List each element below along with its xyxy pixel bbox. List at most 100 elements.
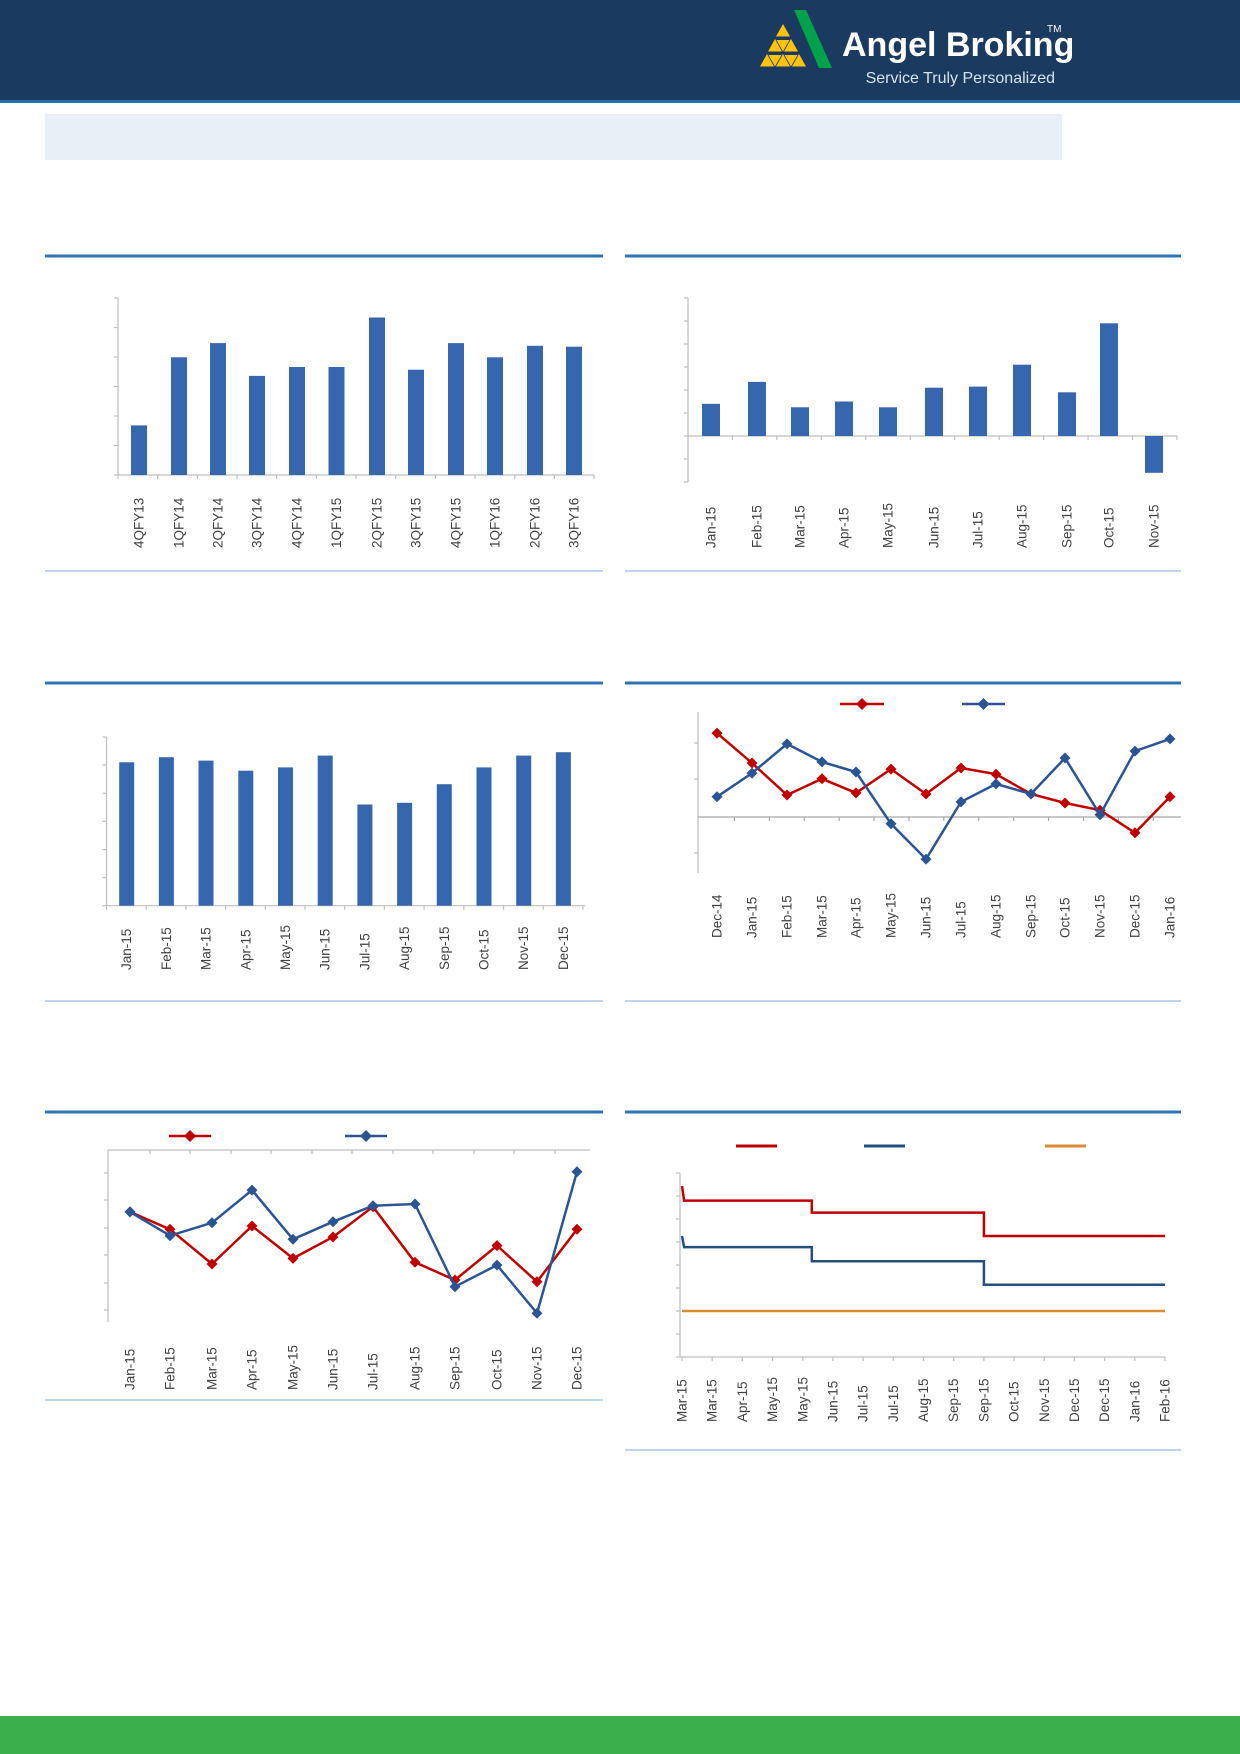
bar [969, 386, 987, 436]
bar [476, 767, 492, 906]
axis-label: Dec-15 [1128, 894, 1143, 938]
axis-label: Jun-15 [326, 1349, 341, 1390]
axis-label: Mar-15 [205, 1347, 220, 1390]
axis-label: May-15 [286, 1345, 301, 1390]
line-chart-plot: Jan-15 Feb-15 Mar-15 Apr-15 May-15 Jun-15 Jul-… [45, 1110, 603, 1401]
brand-name: Angel Broking [842, 26, 1072, 64]
axis-label: 2QFY15 [370, 498, 385, 548]
data-point-marker [449, 1281, 461, 1293]
axis-label: Nov-15 [1093, 894, 1108, 938]
bar [198, 760, 214, 906]
bar [566, 346, 582, 475]
data-point-marker [491, 1259, 503, 1271]
data-point-marker [1164, 733, 1176, 745]
data-point-marker [246, 1220, 258, 1232]
axis-label: Jul-15 [886, 1385, 901, 1422]
chart-monthly-bars: Jan-15 Feb-15 Mar-15 Apr-15 May-15 Jun-15 Jul-… [45, 673, 603, 1011]
axis-label: Feb-16 [1158, 1379, 1173, 1422]
data-point-marker [409, 1256, 421, 1268]
data-point-marker [1164, 791, 1176, 803]
axis-label: May-15 [884, 893, 899, 938]
bar [278, 767, 293, 906]
data-point-marker [327, 1216, 339, 1228]
axis-label: Sep-15 [448, 1346, 463, 1390]
axis-label: 3QFY15 [409, 498, 424, 548]
angel-pyramid-icon [760, 10, 832, 68]
axis-label: Aug-15 [916, 1378, 931, 1422]
footer-bar [0, 1716, 1240, 1754]
axis-label: Sep-15 [946, 1378, 961, 1422]
data-point-marker [955, 762, 967, 774]
data-point-marker [164, 1223, 176, 1235]
data-point-marker [1059, 797, 1071, 809]
series-line [716, 737, 1171, 862]
data-point-marker [781, 738, 793, 750]
chart-step-lines: Mar-15 Mar-15 Apr-15 May-15 May-15 Jun-15 Jul-… [625, 1102, 1181, 1460]
data-point-marker [955, 796, 967, 808]
axis-label: Oct-15 [477, 929, 492, 970]
data-point-marker [531, 1307, 543, 1319]
bar-chart-plot: Jan-15 Feb-15 Mar-15 Apr-15 May-15 Jun-15 Jul-… [625, 254, 1181, 572]
axis-label: Jun-15 [919, 897, 934, 938]
axis-label: 2QFY16 [528, 498, 543, 548]
chart-dual-line-diamond: Dec-14 Jan-15 Feb-15 Mar-15 Apr-15 May-15 Jun-… [625, 673, 1181, 1011]
axis-label: Apr-15 [245, 1349, 260, 1390]
data-point-marker [409, 1198, 421, 1210]
data-point-marker [1059, 752, 1071, 764]
bar [238, 770, 254, 906]
axis-label: Jun-15 [825, 1381, 840, 1422]
axis-label: Jan-15 [745, 897, 760, 938]
axis-label: Apr-15 [735, 1381, 750, 1422]
axis-label: Jan-15 [704, 507, 719, 548]
data-point-marker [1025, 788, 1037, 800]
data-point-marker [977, 698, 990, 710]
bar [487, 357, 503, 475]
data-point-marker [1129, 745, 1141, 757]
axis-label: Nov-15 [516, 926, 531, 970]
bar [925, 387, 943, 436]
data-point-marker [746, 767, 758, 779]
data-point-marker [1129, 827, 1141, 839]
axis-label: Jul-15 [366, 1353, 381, 1390]
data-point-marker [920, 853, 932, 865]
data-point-marker [990, 778, 1002, 790]
axis-label: Dec-15 [570, 1346, 585, 1390]
axis-label: Feb-15 [163, 1347, 178, 1390]
axis-label: Apr-15 [238, 929, 253, 970]
axis-label: Nov-15 [1037, 1378, 1052, 1422]
data-point-marker [711, 791, 723, 803]
axis-label: Oct-15 [1102, 507, 1117, 548]
bar-chart-plot: 4QFY13 1QFY14 2QFY14 3QFY14 4QFY14 1QFY15 2QFY… [45, 254, 603, 572]
axis-label: Mar-15 [675, 1379, 690, 1422]
data-point-marker [885, 818, 897, 830]
axis-label: Sep-15 [1024, 894, 1039, 938]
data-point-marker [206, 1258, 218, 1270]
axis-label: Mar-15 [705, 1379, 720, 1422]
data-point-marker [571, 1166, 583, 1178]
axis-label: May-15 [881, 503, 896, 548]
axis-label: Feb-15 [159, 927, 174, 970]
axis-label: Sep-15 [1060, 504, 1075, 548]
data-point-marker [246, 1184, 258, 1196]
axis-label: 1QFY16 [488, 498, 503, 548]
axis-label: Mar-15 [815, 895, 830, 938]
data-point-marker [711, 727, 723, 739]
bar [369, 317, 385, 475]
bar [448, 343, 464, 475]
chart-quarterly-bars: 4QFY13 1QFY14 2QFY14 3QFY14 4QFY14 1QFY15 2QFY… [45, 246, 603, 582]
data-point-marker [360, 1130, 372, 1142]
data-point-marker [746, 757, 758, 769]
data-point-marker [850, 787, 862, 799]
chart-monthly-bars-net: Jan-15 Feb-15 Mar-15 Apr-15 May-15 Jun-15 Jul-… [625, 246, 1181, 582]
data-point-marker [327, 1231, 339, 1243]
axis-label: Aug-15 [989, 894, 1004, 938]
bar [289, 367, 305, 475]
brand-tagline: Service Truly Personalized [866, 70, 1055, 87]
bar [119, 762, 135, 906]
axis-label: 1QFY14 [172, 497, 187, 548]
bar [748, 381, 766, 436]
data-point-marker [1094, 809, 1106, 821]
bar [702, 403, 720, 436]
axis-label: Jul-15 [856, 1385, 871, 1422]
axis-label: Oct-15 [1007, 1381, 1022, 1422]
